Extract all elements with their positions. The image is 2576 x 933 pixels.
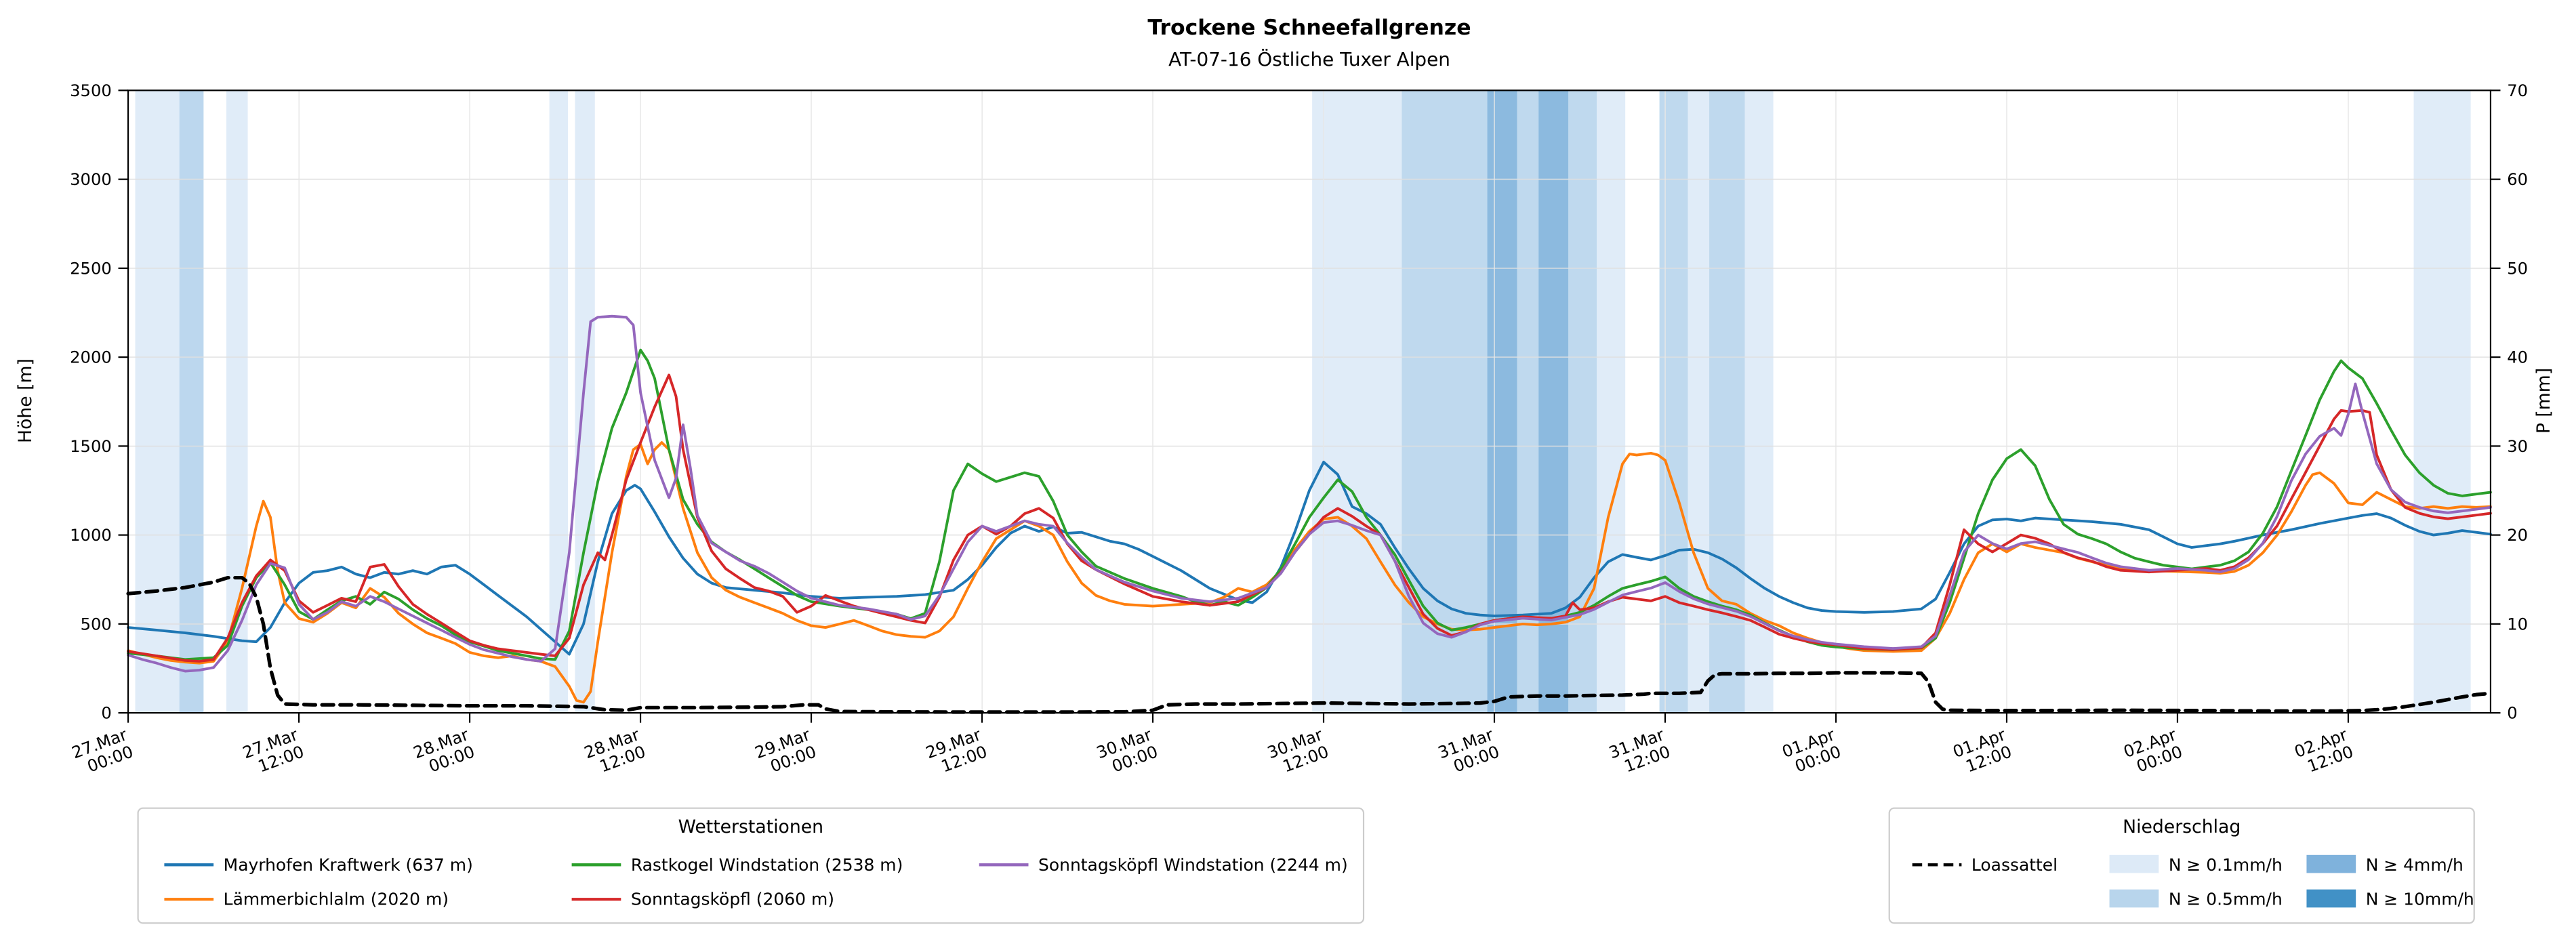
legend-stations-title: Wetterstationen bbox=[678, 816, 824, 837]
legend-precip-title: Niederschlag bbox=[2123, 816, 2241, 837]
precip-band bbox=[1659, 90, 1688, 713]
precip-band bbox=[1517, 90, 1539, 713]
x-tick-label: 02.Apr12:00 bbox=[2292, 724, 2356, 779]
legend-label-mayrhofen: Mayrhofen Kraftwerk (637 m) bbox=[224, 855, 473, 875]
legend-patch-p01 bbox=[2109, 854, 2159, 873]
legend-stations: Wetterstationen Mayrhofen Kraftwerk (637… bbox=[137, 807, 1365, 924]
y-right-tick-label: 20 bbox=[2507, 525, 2528, 545]
chart-subtitle: AT-07-16 Östliche Tuxer Alpen bbox=[1168, 47, 1450, 70]
y-left-tick-label: 3000 bbox=[70, 169, 112, 189]
y-left-tick-label: 2500 bbox=[70, 258, 112, 278]
x-tick-label-text: 01.Apr00:00 bbox=[1779, 724, 1843, 779]
legend-label-sonntagskoepfl-wind: Sonntagsköpfl Windstation (2244 m) bbox=[1038, 855, 1348, 875]
legend-stations-box bbox=[137, 807, 1365, 924]
y-right-tick-label: 0 bbox=[2507, 703, 2517, 723]
y-right-tick-label: 40 bbox=[2507, 348, 2528, 367]
series-line-sonntagskoepfl bbox=[127, 373, 2492, 663]
y-right-tick-label: 60 bbox=[2507, 169, 2528, 189]
precip-band bbox=[179, 90, 204, 713]
precip-bands-layer bbox=[135, 90, 2471, 713]
legend-patch-p10 bbox=[2306, 889, 2356, 908]
y-left-tick-label: 0 bbox=[101, 703, 111, 723]
y-right-tick-label: 50 bbox=[2507, 258, 2528, 278]
legend-patch-p4 bbox=[2306, 854, 2356, 873]
legend-label-rastkogel: Rastkogel Windstation (2538 m) bbox=[631, 855, 903, 875]
legend-patch-p05 bbox=[2109, 889, 2159, 908]
x-tick-label: 01.Apr00:00 bbox=[1779, 724, 1843, 779]
legend-label-p4: N ≥ 4mm/h bbox=[2366, 855, 2463, 875]
y-left-tick-label: 1500 bbox=[70, 436, 112, 456]
series-line-mayrhofen bbox=[127, 461, 2492, 656]
legend-precip: Niederschlag Loassattel N ≥ 0.1mm/h N ≥ … bbox=[1888, 807, 2475, 924]
series-line-loassattel bbox=[126, 575, 2493, 714]
precip-band bbox=[1402, 90, 1488, 713]
legend-label-loassattel: Loassattel bbox=[1971, 855, 2058, 875]
precip-band bbox=[1487, 90, 1517, 713]
y-left-tick-label: 2000 bbox=[70, 348, 112, 367]
legend-label-p10: N ≥ 10mm/h bbox=[2366, 890, 2474, 909]
precip-band bbox=[1312, 90, 1402, 713]
y-axis-label-right: P [mm] bbox=[2533, 368, 2554, 434]
series-layer bbox=[126, 314, 2493, 714]
legend-label-laemmerbichlalm: Lämmerbichlalm (2020 m) bbox=[224, 890, 449, 909]
y-axis-label-left: Höhe [m] bbox=[15, 358, 36, 443]
legend-label-p05: N ≥ 0.5mm/h bbox=[2169, 890, 2283, 909]
precip-band bbox=[2413, 90, 2471, 713]
precip-band bbox=[1688, 90, 1710, 713]
y-left-tick-label: 1000 bbox=[70, 525, 112, 545]
plot-frame bbox=[127, 89, 2492, 714]
y-right-tick-label: 10 bbox=[2507, 614, 2528, 634]
x-tick-label-text: 02.Apr12:00 bbox=[2292, 724, 2356, 779]
y-left-tick-label: 3500 bbox=[70, 81, 112, 100]
series-line-sonntagskoepfl-wind bbox=[127, 314, 2492, 673]
legend-label-sonntagskoepfl: Sonntagsköpfl (2060 m) bbox=[631, 890, 834, 909]
y-left-tick-label: 500 bbox=[81, 614, 112, 634]
precip-band bbox=[1597, 90, 1626, 713]
precip-band bbox=[1709, 90, 1745, 713]
y-right-tick-label: 70 bbox=[2507, 81, 2528, 100]
precip-band bbox=[1744, 90, 1774, 713]
precip-band bbox=[549, 90, 569, 713]
chart-title: Trockene Schneefallgrenze bbox=[1147, 16, 1471, 40]
legend-label-p01: N ≥ 0.1mm/h bbox=[2169, 855, 2283, 875]
series-line-rastkogel bbox=[127, 348, 2492, 661]
y-right-tick-label: 30 bbox=[2507, 436, 2528, 456]
